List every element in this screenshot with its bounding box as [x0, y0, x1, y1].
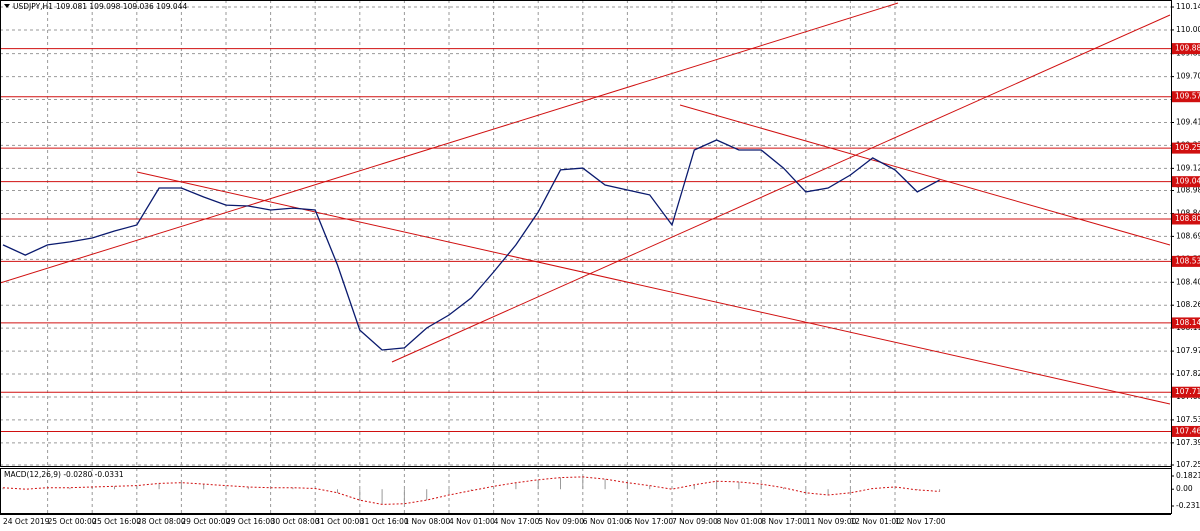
y-tick-label: 109.705 [1176, 72, 1200, 81]
x-tick-label: 4 Nov 01:00 [449, 517, 495, 526]
trend-line [391, 14, 1171, 363]
y-tick-label: 107.970 [1176, 346, 1200, 355]
y-tick-label: 107.535 [1176, 415, 1200, 424]
macd-label: MACD(12,26,9) -0.0280 -0.0331 [4, 470, 124, 479]
x-tick-label: 1 Nov 08:00 [404, 517, 450, 526]
x-tick-label: 11 Nov 09:00 [806, 517, 857, 526]
y-tick-label: 108.985 [1176, 186, 1200, 195]
trend-line [136, 171, 1171, 405]
level-label: 109.041 [1175, 177, 1200, 186]
level-tag [1172, 176, 1200, 188]
x-tick-label: 25 Oct 16:00 [92, 517, 141, 526]
level-tag [1172, 142, 1200, 154]
level-label: 107.710 [1175, 387, 1200, 396]
x-tick-label: 29 Oct 00:00 [181, 517, 230, 526]
level-label: 108.537 [1175, 256, 1200, 265]
x-tick-label: 4 Nov 17:00 [494, 517, 540, 526]
y-tick-label: 108.405 [1176, 277, 1200, 286]
macd-tick-label: 0.1821 [1176, 471, 1200, 480]
plot [0, 48, 1171, 505]
grid [0, 0, 1171, 513]
level-tag [1172, 91, 1200, 103]
symbol-title: USDJPY,H1 [13, 2, 53, 11]
x-tick-label: 6 Nov 17:00 [627, 517, 673, 526]
x-tick-label: 8 Nov 17:00 [761, 517, 807, 526]
x-tick-label: 25 Oct 00:00 [48, 517, 97, 526]
level-label: 109.578 [1175, 92, 1200, 101]
y-tick-label: 107.250 [1176, 460, 1200, 469]
level-tag [1172, 43, 1200, 55]
y-tick-label: 108.260 [1176, 300, 1200, 309]
x-tick-label: 30 Oct 08:00 [271, 517, 320, 526]
level-tag [1172, 213, 1200, 225]
x-tick-label: 31 Oct 16:00 [360, 517, 409, 526]
x-tick-label: 12 Nov 01:00 [850, 517, 901, 526]
level-tag [1172, 317, 1200, 329]
trend-lines [0, 2, 1171, 405]
y-tick-label: 110.000 [1176, 25, 1200, 34]
level-label: 108.805 [1175, 214, 1200, 223]
level-tag [1172, 386, 1200, 398]
quote: 109.081 109.098 109.036 109.044 [56, 2, 187, 11]
trend-line [679, 104, 1171, 246]
y-tick-label: 109.125 [1176, 163, 1200, 172]
level-tag [1172, 255, 1200, 267]
y-tick-label: 107.390 [1176, 438, 1200, 447]
y-tick-label: 109.415 [1176, 117, 1200, 126]
x-tick-label: 29 Oct 16:00 [226, 517, 275, 526]
trend-line [0, 2, 899, 284]
x-tick-label: 28 Oct 08:00 [137, 517, 186, 526]
macd-signal [2, 476, 940, 505]
level-label: 109.882 [1175, 44, 1200, 53]
y-tick-label: 108.840 [1176, 208, 1200, 217]
level-tag [1172, 425, 1200, 437]
y-tick-label: 110.145 [1176, 2, 1200, 11]
x-tick-label: 5 Nov 09:00 [538, 517, 584, 526]
x-tick-label: 6 Nov 01:00 [583, 517, 629, 526]
y-tick-label: 107.825 [1176, 369, 1200, 378]
x-tick-label: 24 Oct 2019 [3, 517, 50, 526]
x-tick-label: 8 Nov 01:00 [717, 517, 763, 526]
macd-tick-label: 0.00 [1176, 484, 1193, 493]
level-label: 109.253 [1175, 143, 1200, 152]
macd-tick-label: -0.2319 [1176, 501, 1200, 510]
price-line [2, 139, 940, 351]
x-tick-label: 12 Nov 17:00 [895, 517, 946, 526]
level-label: 107.462 [1175, 426, 1200, 435]
level-label: 108.148 [1175, 318, 1200, 327]
x-tick-label: 7 Nov 09:00 [672, 517, 718, 526]
y-tick-label: 108.695 [1176, 231, 1200, 240]
x-tick-label: 31 Oct 00:00 [315, 517, 364, 526]
symbol-marker [4, 4, 10, 8]
